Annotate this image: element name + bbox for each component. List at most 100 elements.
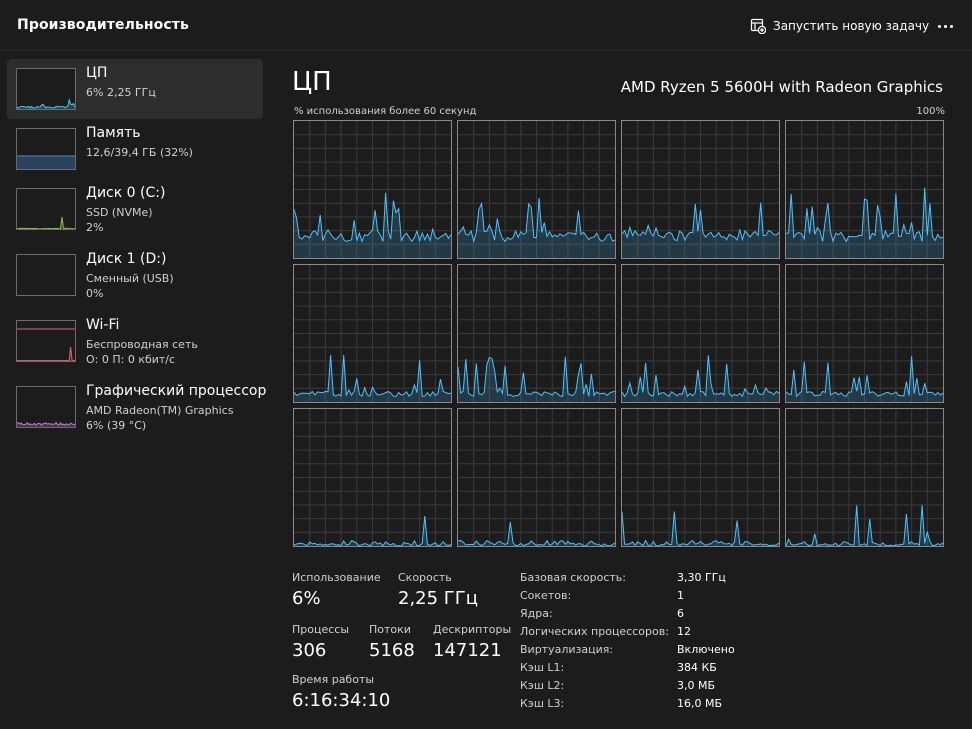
stat-value: 6% xyxy=(292,588,321,609)
sidebar-item-label: Диск 1 (D:) xyxy=(86,251,167,267)
cpu-usage-line-chart xyxy=(294,265,451,402)
stat-label: Процессы xyxy=(292,623,350,636)
more-icon xyxy=(937,24,941,28)
stat-handles: Дескрипторы 147121 xyxy=(433,623,511,661)
logical-processor-graph xyxy=(785,408,944,547)
new-task-icon xyxy=(750,18,766,34)
sidebar-item-label: Память xyxy=(86,125,141,141)
sidebar-item-value: 6% (39 °C) xyxy=(86,419,147,432)
cpu-usage-line-chart xyxy=(458,265,615,402)
logical-processor-graph xyxy=(457,408,616,547)
stat-label: Время работы xyxy=(292,673,375,686)
graph-max-label: 100% xyxy=(916,106,945,117)
run-new-task-button[interactable]: Запустить новую задачу xyxy=(750,16,929,36)
logical-processor-graph xyxy=(621,264,780,403)
more-options-button[interactable] xyxy=(933,14,957,38)
logical-processor-graph xyxy=(785,120,944,259)
run-new-task-label: Запустить новую задачу xyxy=(773,19,930,33)
more-icon-dot xyxy=(943,24,947,28)
sidebar-item-label: Диск 0 (C:) xyxy=(86,185,166,201)
sidebar-item-value: 0% xyxy=(86,287,104,300)
disk-0-thumbnail-chart xyxy=(17,216,75,229)
logical-processor-graphs xyxy=(293,120,946,548)
sidebar-item-detail: AMD Radeon(TM) Graphics xyxy=(86,404,234,417)
sidebar-item-detail: Беспроводная сеть xyxy=(86,338,198,351)
sidebar-item-label: Wi-Fi xyxy=(86,317,120,333)
sidebar-item-detail: 6% 2,25 ГГц xyxy=(86,86,156,99)
spec-value: 3,0 МБ xyxy=(677,679,716,692)
sidebar-item-wifi[interactable]: Wi-Fi Беспроводная сеть О: 0 П: 0 кбит/с xyxy=(7,311,263,371)
logical-processor-graph xyxy=(293,408,452,547)
stat-uptime: Время работы 6:16:34:10 xyxy=(292,673,390,711)
sidebar-item-cpu[interactable]: ЦП 6% 2,25 ГГц xyxy=(7,59,263,119)
sidebar-item-detail: 12,6/39,4 ГБ (32%) xyxy=(86,146,193,159)
sidebar-item-gpu[interactable]: Графический процессор AMD Radeon(TM) Gra… xyxy=(7,377,267,437)
cpu-usage-line-chart xyxy=(786,265,943,402)
wifi-thumbnail-chart xyxy=(17,328,75,361)
cpu-usage-line-chart xyxy=(294,409,451,546)
header-bar: Производительность Запустить новую задач… xyxy=(0,0,972,51)
logical-processor-graph xyxy=(457,264,616,403)
logical-processor-graph xyxy=(621,408,780,547)
cpu-thumbnail-chart xyxy=(17,98,75,109)
logical-processor-graph xyxy=(621,120,780,259)
cpu-model-name: AMD Ryzen 5 5600H with Radeon Graphics xyxy=(620,78,943,96)
memory-thumbnail-graph xyxy=(16,128,76,170)
spec-value: 16,0 МБ xyxy=(677,697,723,710)
sidebar-item-detail: SSD (NVMe) xyxy=(86,206,153,219)
stat-value: 147121 xyxy=(433,640,502,661)
sidebar-item-disk-1[interactable]: Диск 1 (D:) Сменный (USB) 0% xyxy=(7,245,263,305)
sidebar-item-value: О: 0 П: 0 кбит/с xyxy=(86,353,176,366)
spec-value: 3,30 ГГц xyxy=(677,571,726,584)
stat-label: Использование xyxy=(292,571,381,584)
more-icon-dot xyxy=(949,24,953,28)
sidebar: ЦП 6% 2,25 ГГц Память 12,6/39,4 ГБ (32%)… xyxy=(0,51,270,729)
stat-value: 2,25 ГГц xyxy=(398,588,479,609)
stat-label: Потоки xyxy=(369,623,411,636)
spec-key: Базовая скорость: xyxy=(520,571,626,584)
spec-key: Сокетов: xyxy=(520,589,572,602)
disk-1-thumbnail-graph xyxy=(16,254,76,296)
stat-processes: Процессы 306 xyxy=(292,623,349,661)
stat-label: Скорость xyxy=(398,571,452,584)
cpu-details-panel: ЦП AMD Ryzen 5 5600H with Radeon Graphic… xyxy=(270,51,972,729)
spec-key: Виртуализация: xyxy=(520,643,614,656)
stat-threads: Потоки 5168 xyxy=(369,623,415,661)
cpu-heading: ЦП xyxy=(292,67,332,97)
gpu-thumbnail-graph xyxy=(16,386,76,428)
spec-key: Кэш L3: xyxy=(520,697,565,710)
cpu-usage-line-chart xyxy=(458,121,615,258)
stat-value: 5168 xyxy=(369,640,415,661)
disk-1-thumbnail-chart xyxy=(17,255,75,295)
stat-value: 6:16:34:10 xyxy=(292,690,391,711)
logical-processor-graph xyxy=(457,120,616,259)
graph-axis-label: % использования более 60 секунд xyxy=(294,106,477,117)
stat-value: 306 xyxy=(292,640,327,661)
cpu-usage-line-chart xyxy=(458,409,615,546)
cpu-usage-line-chart xyxy=(622,409,779,546)
spec-key: Ядра: xyxy=(520,607,553,620)
cpu-usage-line-chart xyxy=(786,409,943,546)
cpu-usage-line-chart xyxy=(622,265,779,402)
cpu-usage-line-chart xyxy=(622,121,779,258)
memory-thumbnail-chart xyxy=(17,155,75,169)
spec-key: Кэш L2: xyxy=(520,679,565,692)
stat-label: Дескрипторы xyxy=(433,623,512,636)
logical-processor-graph xyxy=(293,120,452,259)
cpu-thumbnail-graph xyxy=(16,68,76,110)
sidebar-item-memory[interactable]: Память 12,6/39,4 ГБ (32%) xyxy=(7,119,263,179)
disk-0-thumbnail-graph xyxy=(16,188,76,230)
spec-value: 12 xyxy=(677,625,691,638)
logical-processor-graph xyxy=(293,264,452,403)
stat-speed: Скорость 2,25 ГГц xyxy=(398,571,478,609)
stat-usage: Использование 6% xyxy=(292,571,381,609)
spec-key: Кэш L1: xyxy=(520,661,565,674)
spec-value: Включено xyxy=(677,643,735,656)
sidebar-item-value: 2% xyxy=(86,221,104,234)
spec-value: 1 xyxy=(677,589,684,602)
gpu-thumbnail-chart xyxy=(17,421,75,427)
spec-key: Логических процессоров: xyxy=(520,625,669,638)
sidebar-item-detail: Сменный (USB) xyxy=(86,272,174,285)
sidebar-item-disk-0[interactable]: Диск 0 (C:) SSD (NVMe) 2% xyxy=(7,179,263,239)
sidebar-item-label: Графический процессор xyxy=(86,383,267,399)
